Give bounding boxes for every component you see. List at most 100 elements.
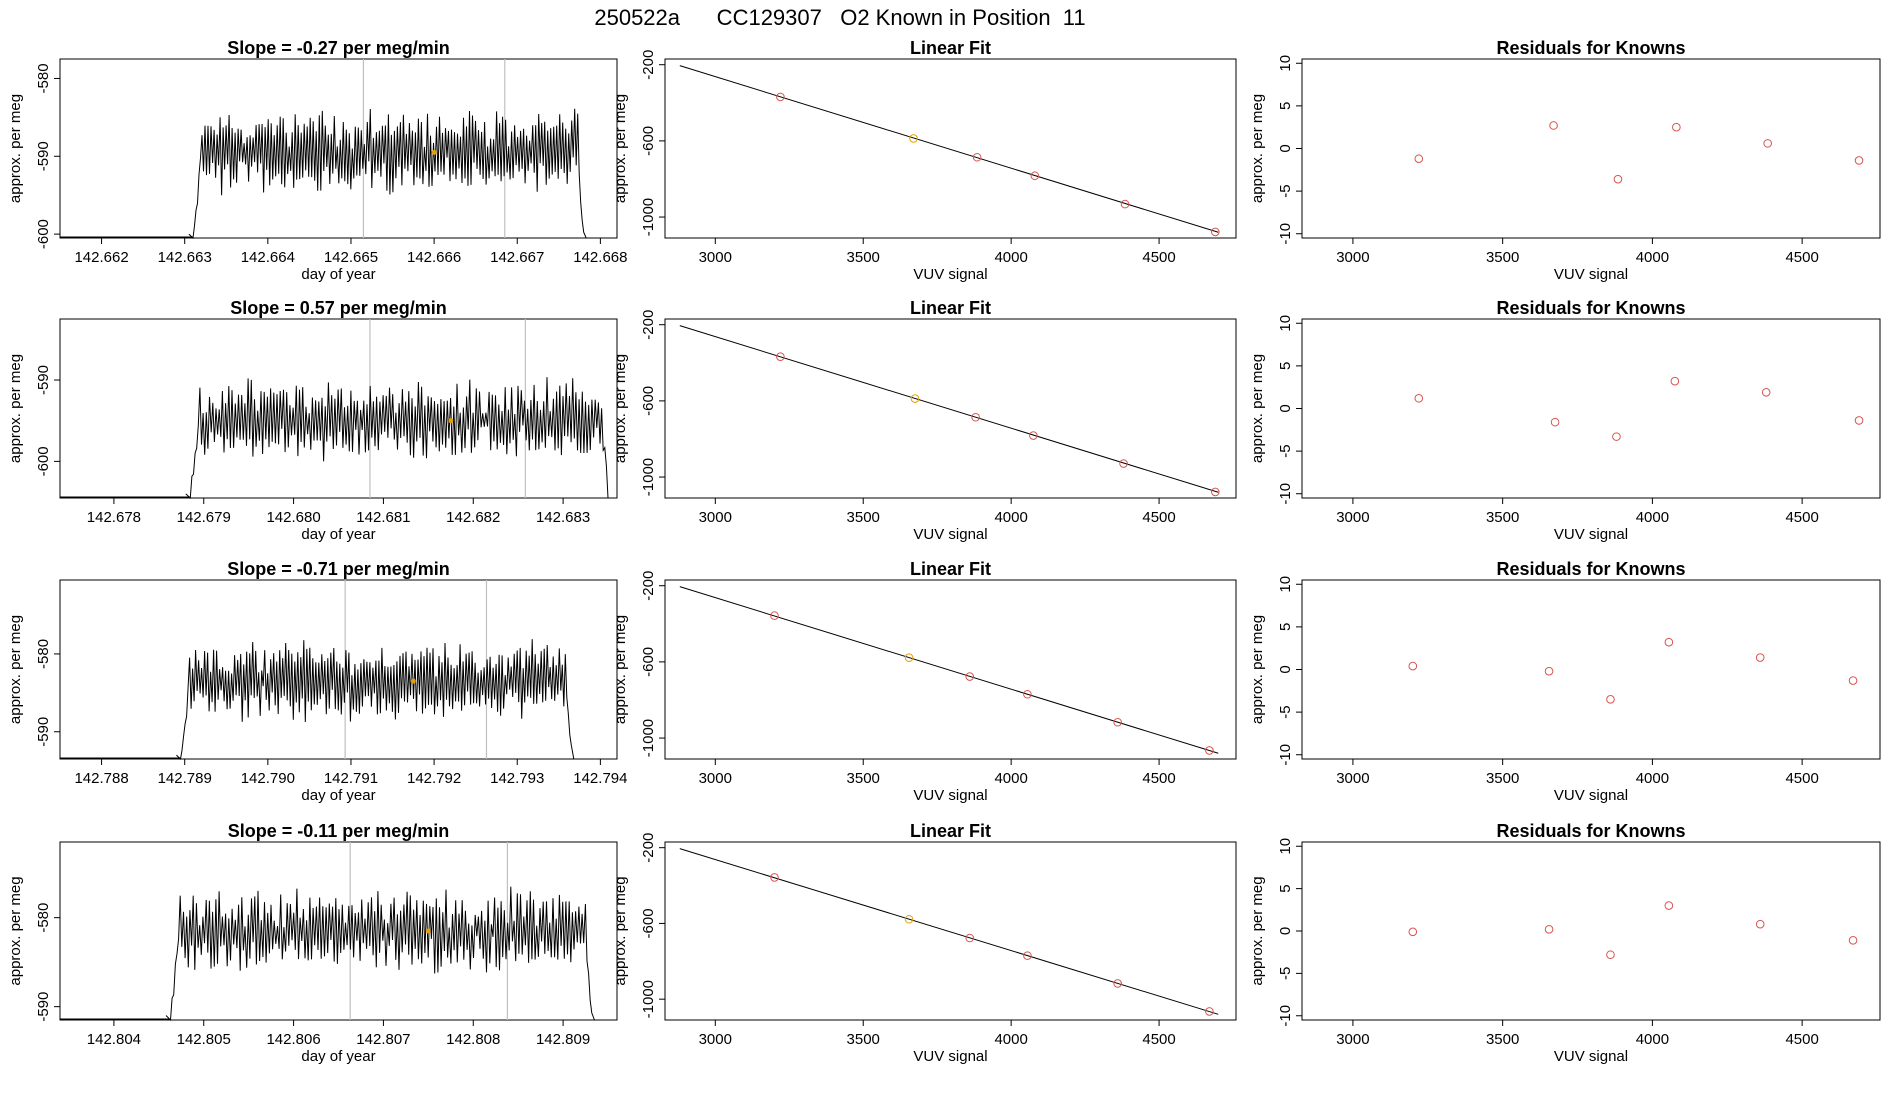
residual-point (1854, 156, 1864, 165)
linear-fit-xtick-label: 3500 (847, 249, 880, 266)
timeseries-xtick-label: 142.665 (324, 249, 378, 266)
residuals-ylabel: approx. per meg (1249, 615, 1266, 724)
timeseries-xtick-label: 142.662 (74, 249, 128, 266)
timeseries-trace (185, 377, 611, 500)
timeseries-marker (448, 418, 454, 424)
timeseries-ylabel: approx. per meg (7, 615, 24, 724)
residuals-xtick-label: 3000 (1336, 770, 1369, 787)
residuals-xlabel: VUV signal (1554, 787, 1628, 804)
residuals-ytick-label: 0 (1277, 665, 1294, 673)
timeseries-ylabel: approx. per meg (7, 876, 24, 985)
residual-point (1549, 121, 1558, 130)
linear-fit-xtick-label: 4500 (1142, 770, 1175, 787)
residuals-frame (1301, 58, 1881, 239)
timeseries-frame (59, 841, 618, 1021)
residual-point (1606, 695, 1615, 704)
residuals-frame (1301, 579, 1881, 760)
timeseries-xtick-label: 142.788 (74, 770, 128, 787)
linear-fit-ytick-label: -1000 (640, 198, 657, 236)
linear-fit-title: Linear Fit (910, 559, 991, 579)
residual-point (1606, 950, 1615, 960)
fit-point (1119, 459, 1128, 468)
residuals-ytick-label: 5 (1277, 362, 1294, 370)
residuals-xtick-label: 4000 (1636, 249, 1669, 266)
linear-fit-panel-2: Linear Fit 3000 3500 4000 4500 -200 -600 -1000 V… (612, 298, 1237, 543)
residuals-xtick-label: 3500 (1486, 509, 1519, 526)
timeseries-frame (59, 318, 618, 499)
residual-point (1755, 653, 1765, 662)
linear-fit-frame (664, 841, 1237, 1021)
timeseries-xtick-label: 142.681 (356, 509, 410, 526)
linear-fit-ylabel: approx. per meg (612, 615, 629, 724)
residual-point (1848, 936, 1858, 945)
fit-line (679, 325, 1219, 493)
timeseries-xlabel: day of year (301, 1048, 375, 1065)
linear-fit-ylabel: approx. per meg (612, 94, 629, 203)
linear-fit-xtick-label: 4500 (1142, 509, 1175, 526)
linear-fit-ytick-label: -600 (640, 386, 657, 416)
fit-point (776, 92, 785, 102)
residuals-ytick-label: 5 (1277, 623, 1294, 631)
fit-point (904, 653, 914, 662)
residual-point (1664, 637, 1674, 647)
fit-point (776, 352, 785, 362)
timeseries-ytick-label: -580 (35, 63, 52, 93)
residuals-xtick-label: 4500 (1785, 249, 1818, 266)
residuals-xtick-label: 3500 (1486, 770, 1519, 787)
linear-fit-frame (664, 579, 1237, 760)
timeseries-xtick-label: 142.794 (573, 770, 627, 787)
timeseries-xtick-label: 142.805 (177, 1031, 231, 1048)
residual-point (1613, 174, 1623, 184)
linear-fit-ylabel: approx. per meg (612, 354, 629, 463)
linear-fit-xtick-label: 3500 (847, 509, 880, 526)
timeseries-xtick-label: 142.789 (158, 770, 212, 787)
residuals-xtick-label: 4000 (1636, 1031, 1669, 1048)
linear-fit-xlabel: VUV signal (913, 526, 987, 543)
timeseries-trace (165, 886, 595, 1022)
residuals-title: Residuals for Knowns (1496, 38, 1685, 58)
timeseries-panel-4: Slope = -0.11 per meg/min 142.804 142.805 1… (7, 821, 618, 1065)
linear-fit-ytick-label: -200 (640, 50, 657, 80)
timeseries-ytick-label: -590 (35, 717, 52, 747)
residuals-ylabel: approx. per meg (1249, 94, 1266, 203)
timeseries-ytick-label: -600 (35, 446, 52, 476)
linear-fit-ytick-label: -200 (640, 571, 657, 601)
linear-fit-ytick-label: -1000 (640, 980, 657, 1018)
timeseries-ytick-label: -580 (35, 903, 52, 933)
residual-point (1550, 417, 1560, 427)
residual-point (1612, 432, 1621, 441)
residuals-xlabel: VUV signal (1554, 526, 1628, 543)
timeseries-xtick-label: 142.680 (266, 509, 320, 526)
fit-point (1023, 951, 1032, 960)
residual-point (1664, 901, 1674, 910)
residual-point (1670, 376, 1680, 386)
fit-point (1205, 1007, 1214, 1016)
fit-line (679, 848, 1219, 1015)
linear-fit-ytick-label: -1000 (640, 719, 657, 757)
timeseries-xtick-label: 142.804 (87, 1031, 141, 1048)
linear-fit-xtick-label: 3000 (699, 249, 732, 266)
residuals-ytick-label: 10 (1277, 838, 1294, 855)
timeseries-ytick-label: -590 (35, 365, 52, 395)
residual-point (1408, 661, 1418, 671)
residuals-ytick-label: -10 (1277, 744, 1294, 766)
fit-point (770, 611, 779, 620)
residuals-xtick-label: 4000 (1636, 770, 1669, 787)
residual-point (1544, 666, 1554, 676)
timeseries-xtick-label: 142.682 (446, 509, 500, 526)
timeseries-marker (410, 678, 416, 684)
linear-fit-xtick-label: 4000 (994, 249, 1027, 266)
linear-fit-xlabel: VUV signal (913, 787, 987, 804)
panels-container: Slope = -0.27 per meg/min 142.662 142.663 1… (7, 38, 1881, 1065)
residual-point (1854, 416, 1864, 425)
timeseries-panel-2: Slope = 0.57 per meg/min 142.678 142.679 14… (7, 298, 618, 543)
residuals-frame (1301, 841, 1881, 1021)
residuals-panel-3: Residuals for Knowns 3000 3500 4000 4500 10 5 0… (1249, 559, 1881, 804)
linear-fit-xtick-label: 4500 (1142, 249, 1175, 266)
fit-point (1030, 171, 1040, 181)
timeseries-marker (425, 928, 431, 934)
timeseries-xlabel: day of year (301, 526, 375, 543)
residuals-xlabel: VUV signal (1554, 1048, 1628, 1065)
fit-point (1210, 487, 1220, 497)
